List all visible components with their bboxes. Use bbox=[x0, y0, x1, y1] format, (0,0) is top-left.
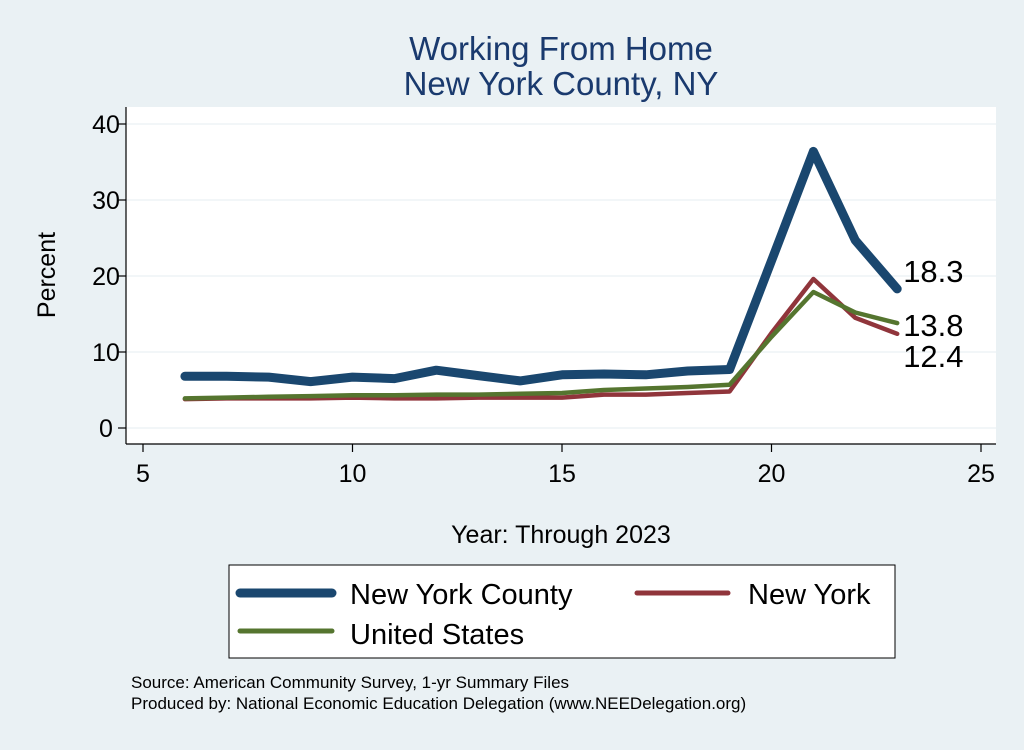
legend-box bbox=[228, 564, 896, 659]
end-label-new-york-county: 18.3 bbox=[903, 254, 963, 289]
y-axis-label: Percent bbox=[33, 232, 61, 318]
legend-label-united-states: United States bbox=[350, 619, 524, 651]
x-tick-label: 10 bbox=[339, 460, 367, 488]
series-line-new-york-county bbox=[180, 146, 902, 387]
x-tick-label: 20 bbox=[758, 460, 786, 488]
x-tick-label: 25 bbox=[967, 460, 995, 488]
gridlines bbox=[126, 123, 996, 429]
chart-title-line-1: Working From Home bbox=[409, 30, 713, 67]
x-tick-label: 15 bbox=[548, 460, 576, 488]
legend: New York County New York United States bbox=[235, 579, 871, 651]
y-tick-label: 20 bbox=[92, 263, 120, 291]
x-axis-ticks: 5 10 15 20 25 bbox=[136, 444, 995, 488]
y-tick-label: 40 bbox=[92, 111, 120, 139]
series-end-labels: 18.3 12.413.8 bbox=[903, 254, 963, 374]
end-label-united-states: 13.8 bbox=[903, 308, 963, 343]
series-lines bbox=[180, 146, 902, 402]
legend-label-new-york-county: New York County bbox=[350, 579, 573, 611]
legend-label-new-york: New York bbox=[748, 579, 871, 611]
chart-title-line-2: New York County, NY bbox=[404, 65, 719, 102]
y-tick-label: 10 bbox=[92, 339, 120, 367]
source-note: Source: American Community Survey, 1-yr … bbox=[131, 673, 569, 692]
x-tick-label: 5 bbox=[136, 460, 150, 488]
y-tick-label: 0 bbox=[99, 415, 113, 443]
producer-note: Produced by: National Economic Education… bbox=[131, 694, 746, 713]
y-tick-label: 30 bbox=[92, 187, 120, 215]
series-line-united-states bbox=[182, 289, 900, 401]
y-axis-ticks: 0 10 20 30 40 bbox=[92, 111, 126, 443]
x-axis-label: Year: Through 2023 bbox=[451, 521, 671, 549]
end-label-new-york: 12.4 bbox=[903, 339, 963, 374]
